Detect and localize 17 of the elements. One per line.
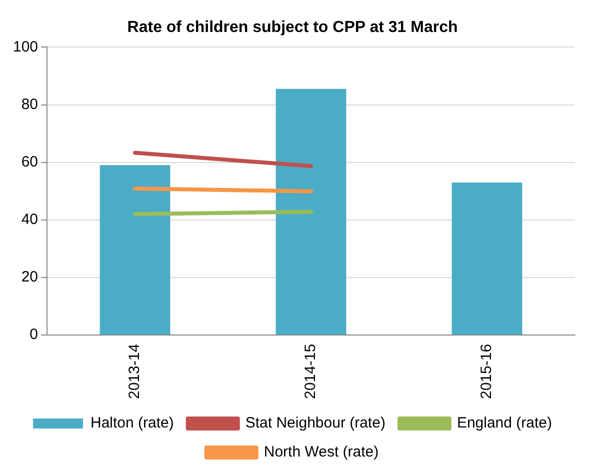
chart-title: Rate of children subject to CPP at 31 March: [127, 19, 458, 36]
y-tick-label: 100: [12, 38, 38, 56]
y-tick-label: 20: [21, 268, 38, 286]
bar: [100, 165, 170, 334]
x-tick-label: 2014-15: [302, 344, 320, 400]
y-tick-label: 40: [21, 210, 38, 228]
legend-label: England (rate): [456, 414, 552, 432]
legend-label: Stat Neighbour (rate): [245, 414, 386, 432]
x-tick-label: 2015-16: [478, 344, 496, 400]
y-tick-label: 0: [30, 326, 38, 344]
y-tick-label: 60: [21, 153, 38, 170]
legend-label: North West (rate): [264, 444, 379, 461]
x-tick-label: 2013-14: [126, 344, 144, 400]
bar: [452, 182, 522, 334]
y-tick-label: 80: [21, 96, 38, 113]
bar: [276, 88, 346, 334]
legend-label: Halton (rate): [90, 414, 174, 432]
